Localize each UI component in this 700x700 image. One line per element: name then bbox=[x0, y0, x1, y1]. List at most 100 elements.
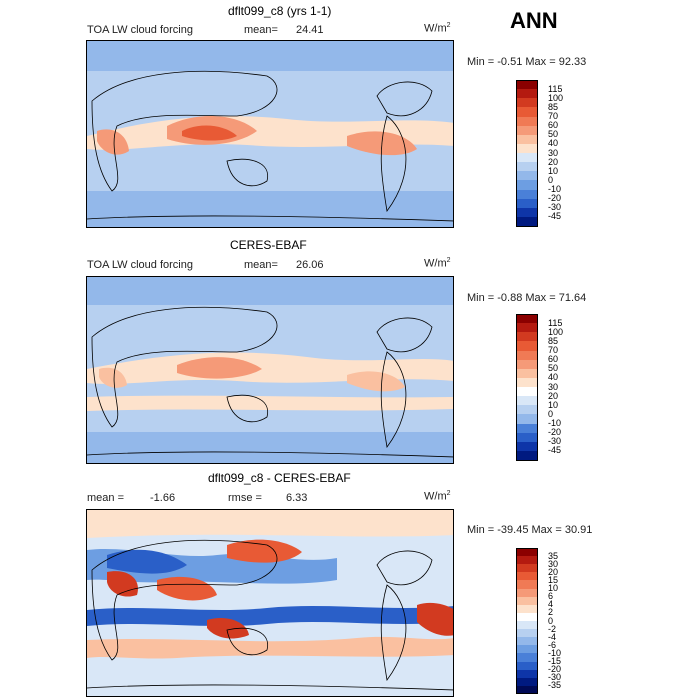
colorbar-swatch bbox=[516, 441, 538, 452]
colorbar-swatch bbox=[516, 432, 538, 443]
colorbar-swatch bbox=[516, 661, 538, 671]
panel2-mean-label: mean= bbox=[244, 259, 278, 271]
colorbar-tick-label: 0 bbox=[548, 174, 554, 185]
colorbar-swatch bbox=[516, 405, 538, 415]
colorbar-tick-label: 10 bbox=[548, 165, 559, 176]
colorbar-swatch bbox=[516, 548, 538, 557]
panel3-units-text: W/m bbox=[424, 490, 447, 503]
colorbar-swatch bbox=[516, 588, 538, 598]
colorbar-tick-label: 40 bbox=[548, 138, 559, 149]
colorbar-swatch bbox=[516, 98, 538, 108]
colorbar-swatch bbox=[516, 564, 538, 573]
colorbar-tick-label: 40 bbox=[548, 372, 559, 383]
panel1-minmax: Min = -0.51 Max = 92.33 bbox=[467, 56, 587, 68]
panel1-field-label: TOA LW cloud forcing bbox=[87, 24, 193, 36]
colorbar-swatch bbox=[516, 332, 538, 342]
colorbar-swatch bbox=[516, 134, 538, 145]
colorbar-tick-label: -30 bbox=[548, 436, 562, 447]
colorbar-tick-label: 2 bbox=[548, 607, 554, 618]
season-label: ANN bbox=[510, 8, 558, 33]
panel3-colorbar: 35 30 20 15 10 6 4 2 0 -2 -4 -6 -10 -15 -20 -30 -35 bbox=[516, 548, 586, 695]
colorbar-swatch bbox=[516, 216, 538, 227]
colorbar-tick-label: 30 bbox=[548, 558, 559, 569]
colorbar-swatch bbox=[516, 153, 538, 163]
colorbar-tick-label: 60 bbox=[548, 120, 559, 131]
panel2-field-label: TOA LW cloud forcing bbox=[87, 259, 193, 271]
colorbar-swatch bbox=[516, 80, 538, 90]
panel1-colorbar: 115 100 85 70 60 50 40 30 20 10 0 -10 -20 -30 -45 bbox=[516, 80, 586, 227]
panel3-units-sup: 2 bbox=[446, 490, 451, 497]
colorbar-swatch bbox=[516, 198, 538, 209]
colorbar-tick-label: -20 bbox=[548, 664, 562, 675]
colorbar-tick-label: -10 bbox=[548, 647, 562, 658]
panel1-units-text: W/m bbox=[424, 22, 447, 35]
colorbar-swatch bbox=[516, 414, 538, 424]
colorbar-tick-label: 30 bbox=[548, 147, 559, 158]
colorbar-swatch bbox=[516, 637, 538, 646]
colorbar-swatch bbox=[516, 171, 538, 181]
colorbar-swatch bbox=[516, 125, 538, 136]
colorbar-swatch bbox=[516, 323, 538, 333]
colorbar-tick-label: -2 bbox=[548, 623, 557, 634]
panel1-title: dflt099_c8 (yrs 1-1) bbox=[228, 4, 332, 18]
colorbar-swatch bbox=[516, 162, 538, 172]
colorbar-tick-label: -10 bbox=[548, 184, 562, 194]
colorbar-tick-label: 115 bbox=[548, 83, 563, 94]
colorbar-tick-label: 85 bbox=[548, 335, 559, 346]
colorbar-swatch bbox=[516, 621, 538, 630]
colorbar-swatch bbox=[516, 669, 538, 679]
colorbar-swatch bbox=[516, 207, 538, 218]
panel3-units: W/m2 bbox=[424, 490, 451, 503]
colorbar-swatch bbox=[516, 685, 538, 695]
panel1-map bbox=[86, 40, 454, 228]
colorbar-tick-label: -20 bbox=[548, 427, 562, 438]
colorbar-swatch bbox=[516, 423, 538, 434]
colorbar-tick-label: 60 bbox=[548, 354, 559, 365]
colorbar-tick-label: -15 bbox=[548, 656, 562, 667]
colorbar-swatch bbox=[516, 116, 538, 127]
panel2-units-text: W/m bbox=[424, 257, 447, 270]
panel2-map bbox=[86, 276, 454, 464]
colorbar-tick-label: 50 bbox=[548, 363, 559, 374]
colorbar-swatch bbox=[516, 556, 538, 565]
colorbar-tick-label: 20 bbox=[548, 390, 559, 401]
colorbar-tick-label: 10 bbox=[548, 399, 559, 410]
colorbar-swatch bbox=[516, 677, 538, 687]
colorbar-swatch bbox=[516, 629, 538, 638]
panel3-rmse-value: 6.33 bbox=[286, 492, 308, 504]
panel3-mean-label: mean = bbox=[87, 492, 124, 504]
colorbar-tick-label: -6 bbox=[548, 639, 557, 650]
panel2-minmax: Min = -0.88 Max = 71.64 bbox=[467, 292, 587, 304]
colorbar-swatch bbox=[516, 387, 538, 397]
panel1-units-sup: 2 bbox=[446, 22, 451, 29]
colorbar-tick-label: 15 bbox=[548, 574, 559, 585]
colorbar-swatch bbox=[516, 580, 538, 590]
colorbar-tick-label: 4 bbox=[548, 599, 554, 610]
colorbar-tick-label: 10 bbox=[548, 583, 559, 594]
panel3-rmse-label: rmse = bbox=[228, 492, 262, 504]
panel1-mean-label: mean= bbox=[244, 24, 278, 36]
colorbar-swatch bbox=[516, 89, 538, 99]
panel3-map-svg bbox=[87, 510, 453, 696]
panel2-map-svg bbox=[87, 277, 453, 463]
panel1-map-svg bbox=[87, 41, 453, 227]
colorbar-swatch bbox=[516, 450, 538, 461]
colorbar-tick-label: -30 bbox=[548, 672, 562, 683]
colorbar-tick-label: 6 bbox=[548, 591, 554, 602]
colorbar-tick-label: -10 bbox=[548, 418, 562, 428]
colorbar-swatch bbox=[516, 596, 538, 606]
colorbar-swatch bbox=[516, 572, 538, 581]
colorbar-swatch bbox=[516, 396, 538, 406]
colorbar-tick-label: -45 bbox=[548, 211, 562, 222]
colorbar-swatch bbox=[516, 180, 538, 190]
panel1-units: W/m2 bbox=[424, 22, 451, 35]
colorbar-tick-label: 30 bbox=[548, 381, 559, 392]
panel2-title: CERES-EBAF bbox=[230, 238, 307, 252]
panel1-mean-value: 24.41 bbox=[296, 24, 324, 36]
panel2-units: W/m2 bbox=[424, 257, 451, 270]
colorbar-tick-label: 100 bbox=[548, 92, 564, 103]
colorbar-tick-label: -30 bbox=[548, 202, 562, 213]
colorbar-tick-label: 70 bbox=[548, 345, 559, 355]
colorbar-swatch bbox=[516, 368, 538, 379]
colorbar-swatch bbox=[516, 107, 538, 117]
